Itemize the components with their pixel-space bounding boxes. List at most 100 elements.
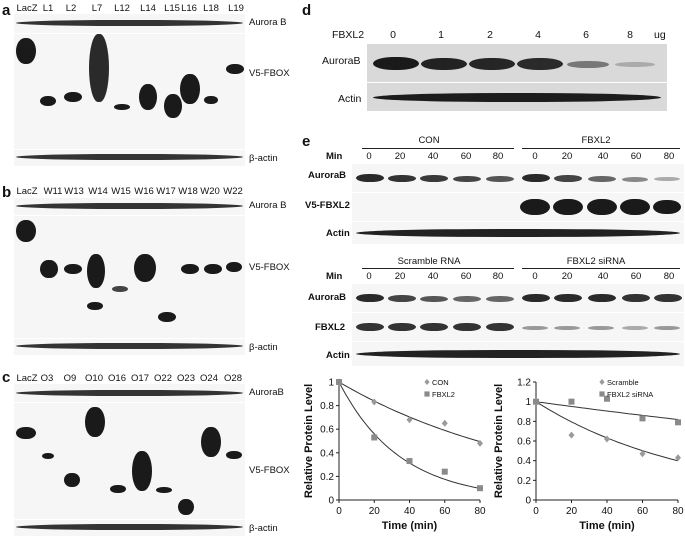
row-label: V5-FBOX [249,465,290,476]
row-label: V5-FBOX [249,262,290,273]
y-tick-label: 1 [525,397,531,408]
time-label: 60 [630,271,642,282]
lane-label: O23 [177,373,195,384]
legend-marker [599,379,605,385]
data-point-diamond [675,454,681,462]
lane-label: O22 [154,373,172,384]
x-axis-label: Time (min) [382,520,438,532]
panel-a-label: a [2,2,11,19]
blot-aurora-b [367,44,667,82]
dose-unit: ug [654,29,666,41]
lane-label: W17 [156,186,176,197]
y-tick-label: 0.2 [320,472,334,483]
lane-label: W16 [134,186,154,197]
lane-label: O28 [224,373,242,384]
time-label: 0 [532,151,538,162]
time-label: 20 [394,271,406,282]
lane-label: O3 [40,373,54,384]
blot-v5-fbox [14,216,245,338]
time-label: 20 [561,151,573,162]
legend-label: CON [432,378,449,387]
x-tick-label: 40 [404,506,416,517]
time-label: 40 [427,151,439,162]
data-point-square [371,434,378,441]
group-label: FBXL2 siRNA [566,256,626,267]
data-point-square [675,419,681,426]
decay-chart-scramble-sirna: 0 0.2 0.4 0.6 0.8 1 1.2 0 20 40 60 80 Time (min) Rela… [493,378,684,533]
blot-aurora-b [14,14,245,33]
panel-b-label: b [2,184,12,201]
y-tick-label: 0.4 [517,456,531,467]
blot-v5-fbox [14,34,245,149]
blot-actin [367,83,667,111]
panel-c-label: c [2,369,11,386]
data-point-square [477,485,483,492]
y-tick-label: 0.8 [517,417,531,428]
decay-chart-con-fbxl2: 0 0.2 0.4 0.6 0.8 1 0 20 40 60 80 Time (min) Relativ… [303,378,486,533]
lane-label: L14 [140,3,156,14]
group-rule [362,268,514,269]
group-rule [362,148,514,149]
dose-value: 6 [583,29,589,41]
lane-label: W13 [64,186,84,197]
blot-v5-fbxl2 [352,193,684,221]
time-label: 80 [492,151,504,162]
group-rule [522,148,680,149]
lane-label: W14 [88,186,108,197]
lane-label: L1 [42,3,54,14]
blot-aurora-b-bottom [352,284,684,312]
time-label: 60 [460,271,472,282]
row-label: AuroraB [308,170,347,181]
time-label: 20 [561,271,573,282]
min-label: Min [326,271,343,282]
lane-label: W20 [200,186,220,197]
lane-label: L7 [91,3,103,14]
data-point-square [639,415,646,422]
x-tick-label: 80 [474,506,486,517]
time-label: 80 [492,271,504,282]
legend-label: FBXL2 siRNA [607,390,653,399]
blot-aurora-b [14,384,245,402]
data-point-diamond [406,416,413,424]
time-label: 60 [630,151,642,162]
dose-value: 4 [535,29,541,41]
time-label: 80 [663,271,675,282]
time-label: 40 [427,271,439,282]
data-point-diamond [639,450,646,458]
lane-label: W11 [43,186,63,197]
group-label: FBXL2 [581,135,611,146]
dose-value: 8 [627,29,633,41]
row-label: Actin [326,350,350,361]
time-label: 40 [597,151,609,162]
x-axis-label: Time (min) [579,520,635,532]
dose-value: 0 [390,29,396,41]
panel-d-label: d [302,2,312,19]
lane-label: W18 [178,186,198,197]
row-label: AuroraB [322,55,361,67]
x-tick-label: 0 [533,506,539,517]
row-label: Actin [326,228,350,239]
data-point-square [568,398,575,405]
row-label: AuroraB [308,292,347,303]
blot-beta-actin [14,339,245,355]
group-rule [522,268,680,269]
blot-v5-fbox [14,403,245,519]
y-tick-label: 0 [328,496,334,507]
lane-label: O24 [200,373,218,384]
lane-label: LacZ [16,3,38,14]
time-label: 20 [394,151,406,162]
y-axis-label: Relative Protein Level [493,384,505,498]
lane-label: O9 [63,373,77,384]
row-label: Actin [338,93,362,105]
data-point-diamond [604,435,610,443]
panel-e-label: e [302,133,311,150]
data-point-square [441,468,448,475]
legend-marker [424,379,430,385]
legend-label: Scramble [607,378,639,387]
lane-label: L15 [164,3,180,14]
row-label: β-actin [249,342,278,353]
row-label: AuroraB [249,387,284,398]
data-point-square [406,458,413,465]
data-point-diamond [441,419,448,427]
y-tick-label: 0 [525,496,531,507]
